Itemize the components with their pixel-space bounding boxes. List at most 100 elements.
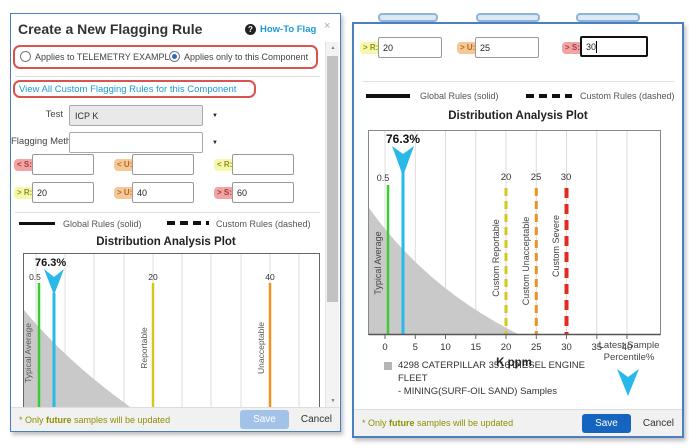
radio-telemetry[interactable]: Applies to TELEMETRY EXAMPLE [20, 51, 176, 62]
clipped-input[interactable] [576, 13, 640, 22]
threshold-input-gt-r[interactable]: 20 [378, 37, 442, 58]
threshold-badge-gt-u: > U: [457, 42, 479, 54]
distribution-area [369, 208, 518, 334]
distribution-area [24, 310, 133, 409]
input-value: 60 [237, 187, 248, 198]
samples-legend-swatch-icon [384, 362, 392, 370]
scroll-down-button[interactable]: ▼ [330, 398, 336, 404]
threshold-input-gt-u[interactable]: 40 [132, 182, 194, 203]
test-select-value: ICP K [75, 110, 99, 121]
flagging-rule-detail-panel: > R: 20 > U: 25 > S: 30 Global Rules (so… [352, 22, 684, 438]
legend-global-label: Global Rules (solid) [63, 219, 142, 229]
threshold-input-gt-u[interactable]: 25 [475, 37, 539, 58]
svg-text:15: 15 [471, 342, 482, 353]
threshold-input-lt-r[interactable] [232, 154, 294, 175]
threshold-badge-lt-u: < U: [114, 159, 136, 171]
svg-text:0: 0 [382, 342, 387, 353]
marker-value: 30 [561, 172, 572, 183]
distribution-chart-left: 76.3% 0.5 20 40 Typical Average Reportab… [23, 253, 320, 409]
cancel-button[interactable]: Cancel [642, 417, 674, 429]
marker-label: Typical Average [373, 231, 383, 294]
marker-label: Custom Severe [551, 215, 561, 277]
svg-text:10: 10 [440, 342, 451, 353]
threshold-input-gt-s[interactable]: 60 [232, 182, 294, 203]
test-select[interactable]: ICP K [69, 105, 203, 126]
svg-text:40: 40 [622, 342, 633, 353]
radio-component[interactable]: Applies only to this Component [169, 51, 308, 62]
clipped-input[interactable] [378, 13, 438, 22]
input-value: 20 [37, 187, 48, 198]
radio-label: Applies only to this Component [184, 51, 309, 62]
x-axis-label: K ppm [496, 357, 532, 369]
latest-sample-arrow-icon [617, 369, 639, 396]
dropdown-arrow-icon[interactable]: ▼ [212, 139, 218, 146]
create-flagging-rule-dialog: Create a New Flagging Rule ? How-To Flag… [10, 13, 341, 432]
text-caret [596, 40, 598, 53]
legend-custom-label: Custom Rules (dashed) [216, 219, 311, 229]
input-value: 40 [137, 187, 148, 198]
close-icon[interactable]: × [324, 20, 331, 32]
marker-label: Unacceptable [256, 322, 266, 374]
threshold-input-gt-r[interactable]: 20 [32, 182, 94, 203]
radio-label: Applies to TELEMETRY EXAMPLE [35, 51, 176, 62]
threshold-badge-gt-s: > S: [562, 42, 583, 54]
radio-circle-icon[interactable] [20, 51, 31, 62]
legend-global-line [19, 222, 55, 225]
how-to-flag-link[interactable]: How-To Flag [260, 24, 317, 35]
divider [15, 212, 320, 213]
scroll-thumb[interactable] [327, 56, 338, 302]
help-icon: ? [245, 24, 256, 35]
marker-value: 25 [531, 172, 542, 183]
legend-custom-line [526, 94, 572, 98]
threshold-input-lt-s[interactable] [32, 154, 94, 175]
legend-custom-line [167, 221, 209, 225]
view-rules-highlight [13, 80, 256, 98]
save-button[interactable]: Save [582, 413, 631, 433]
plot-border [23, 253, 320, 409]
percentile-arrow-icon [44, 269, 64, 295]
clipped-input[interactable] [476, 13, 540, 22]
samples-legend: 4298 CATERPILLAR 3516 DIESEL ENGINE FLEE… [384, 360, 594, 398]
radio-circle-icon[interactable] [169, 51, 180, 62]
test-label: Test [45, 109, 63, 120]
svg-text:20: 20 [501, 342, 512, 353]
svg-text:25: 25 [531, 342, 542, 353]
flagging-method-select[interactable] [69, 132, 203, 153]
view-custom-rules-link[interactable]: View All Custom Flagging Rules for this … [19, 84, 237, 95]
marker-value: 0.5 [377, 173, 390, 183]
dropdown-arrow-icon[interactable]: ▼ [212, 112, 218, 119]
marker-value: 0.5 [29, 272, 41, 282]
marker-value: 40 [265, 272, 275, 282]
footer-note: * Only future samples will be updated [362, 418, 514, 428]
legend-custom-label: Custom Rules (dashed) [580, 91, 675, 101]
cancel-button[interactable]: Cancel [300, 414, 332, 425]
how-to-flag[interactable]: ? How-To Flag [245, 24, 316, 35]
chart-title: Distribution Analysis Plot [448, 110, 588, 122]
dialog-footer: * Only future samples will be updated Sa… [11, 407, 340, 431]
percentile-arrow-icon [392, 146, 414, 176]
svg-text:5: 5 [413, 342, 418, 353]
dialog-footer: * Only future samples will be updated Sa… [354, 409, 682, 436]
input-value: 25 [480, 42, 491, 53]
marker-value: 20 [148, 272, 158, 282]
marker-label: Custom Unacceptable [521, 217, 531, 306]
scroll-up-button[interactable]: ▲ [330, 45, 336, 51]
marker-value: 20 [501, 172, 512, 183]
marker-label: Typical Average [23, 323, 33, 383]
footer-note: * Only future samples will be updated [19, 414, 171, 425]
scrollbar[interactable]: ▲ ▼ [325, 42, 339, 407]
threshold-input-lt-u[interactable] [132, 154, 194, 175]
threshold-badge-gt-r: > R: [360, 42, 382, 54]
save-button[interactable]: Save [240, 410, 289, 429]
threshold-input-gt-s-focused[interactable]: 30 [580, 36, 648, 57]
dialog-title: Create a New Flagging Rule [18, 21, 203, 37]
radio-group-highlight [13, 45, 318, 69]
x-tick-labels: 0 5 10 15 20 25 30 35 40 [382, 342, 632, 353]
threshold-badge-lt-r: < R: [214, 159, 236, 171]
percentile-label: 76.3% [35, 257, 66, 269]
input-value: 30 [586, 41, 597, 52]
threshold-badge-gt-s: > S: [214, 187, 235, 199]
latest-sample-annotation: Latest Sample Percentile% [598, 340, 660, 364]
threshold-badge-gt-r: > R: [14, 187, 36, 199]
